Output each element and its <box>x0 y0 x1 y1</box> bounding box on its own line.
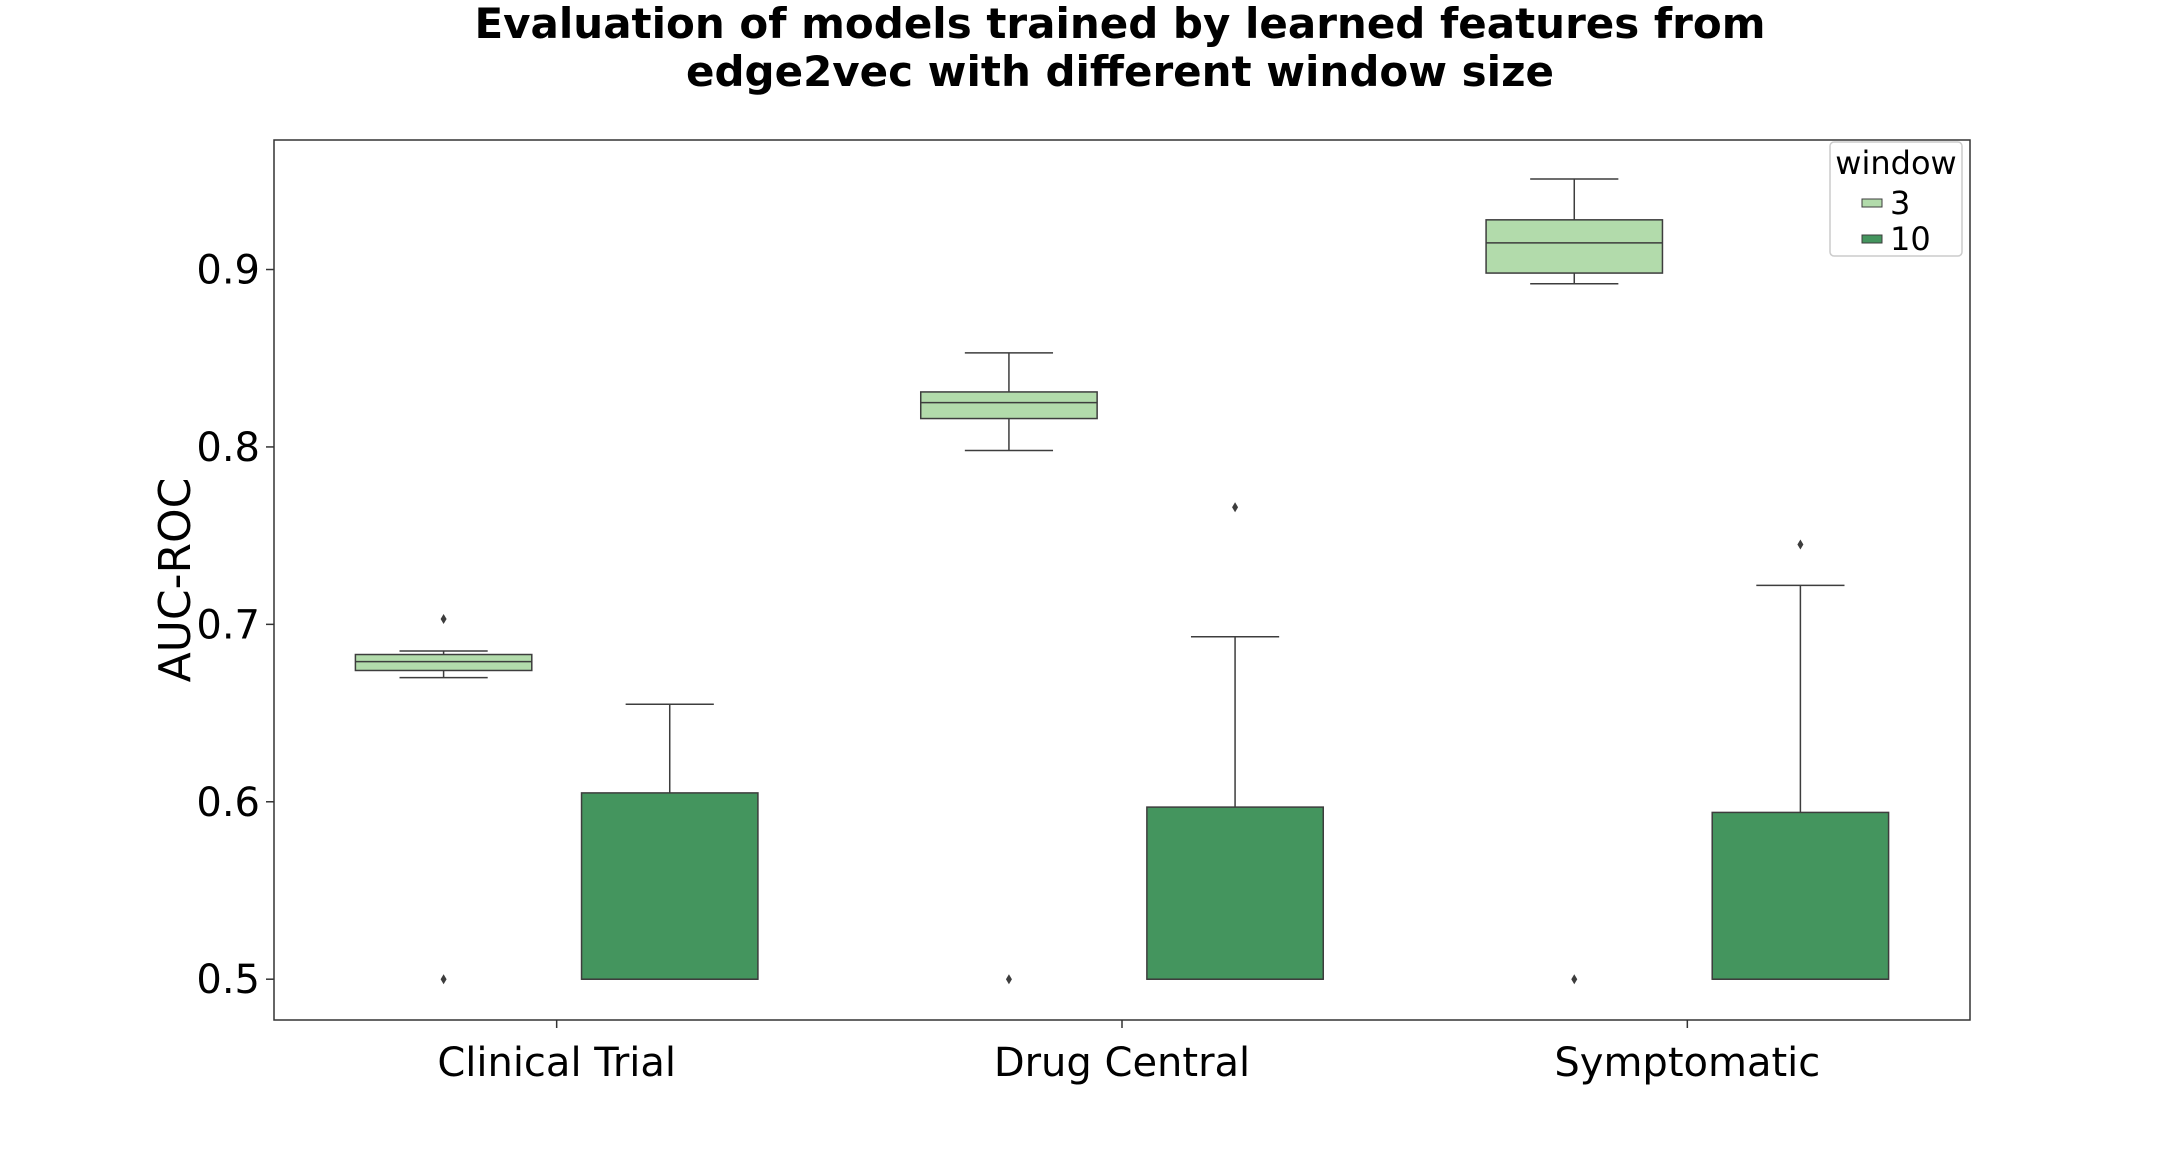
box-3-0 <box>354 614 533 985</box>
outlier-point <box>1005 974 1012 985</box>
box-10-2 <box>1711 539 1890 980</box>
legend-entry-label: 10 <box>1890 220 1931 258</box>
outlier-point <box>1797 539 1804 550</box>
box-iqr <box>1711 811 1890 980</box>
outlier-point <box>440 974 447 985</box>
box-10-0 <box>580 703 759 980</box>
y-tick-label: 0.6 <box>196 780 260 826</box>
y-tick-label: 0.9 <box>196 248 260 294</box>
y-axis-label: AUC-ROC <box>150 478 201 683</box>
box-iqr <box>1146 806 1325 980</box>
outlier-point <box>440 614 447 625</box>
box-iqr <box>354 653 533 672</box>
outlier-point <box>1571 974 1578 985</box>
x-axis: Clinical Trial Drug Central Symptomatic <box>437 1020 1820 1086</box>
legend-entry-label: 3 <box>1890 184 1910 222</box>
outlier-point <box>1232 502 1239 513</box>
y-axis: 0.5 0.6 0.7 0.8 0.9 <box>196 248 274 1003</box>
box-3-1 <box>919 352 1098 985</box>
y-tick-label: 0.7 <box>196 602 260 648</box>
y-tick-label: 0.5 <box>196 957 260 1003</box>
box-iqr <box>919 391 1098 420</box>
chart-title-line: edge2vec with different window size <box>686 47 1554 96</box>
x-tick-label: Drug Central <box>994 1040 1250 1086</box>
legend-swatch <box>1861 234 1883 244</box>
box-iqr <box>580 792 759 980</box>
box-iqr <box>1485 219 1664 274</box>
legend-swatch <box>1861 198 1883 208</box>
legend-title: window <box>1835 144 1956 182</box>
x-tick-label: Clinical Trial <box>437 1040 676 1086</box>
legend-frame <box>1829 141 1963 257</box>
box-10-1 <box>1146 502 1325 980</box>
x-tick-label: Symptomatic <box>1554 1040 1820 1086</box>
y-tick-label: 0.8 <box>196 425 260 471</box>
box-plots <box>354 178 1890 985</box>
chart-title: Evaluation of models trained by learned … <box>474 0 1765 96</box>
chart-title-line: Evaluation of models trained by learned … <box>474 0 1765 48</box>
box-3-2 <box>1485 178 1664 985</box>
